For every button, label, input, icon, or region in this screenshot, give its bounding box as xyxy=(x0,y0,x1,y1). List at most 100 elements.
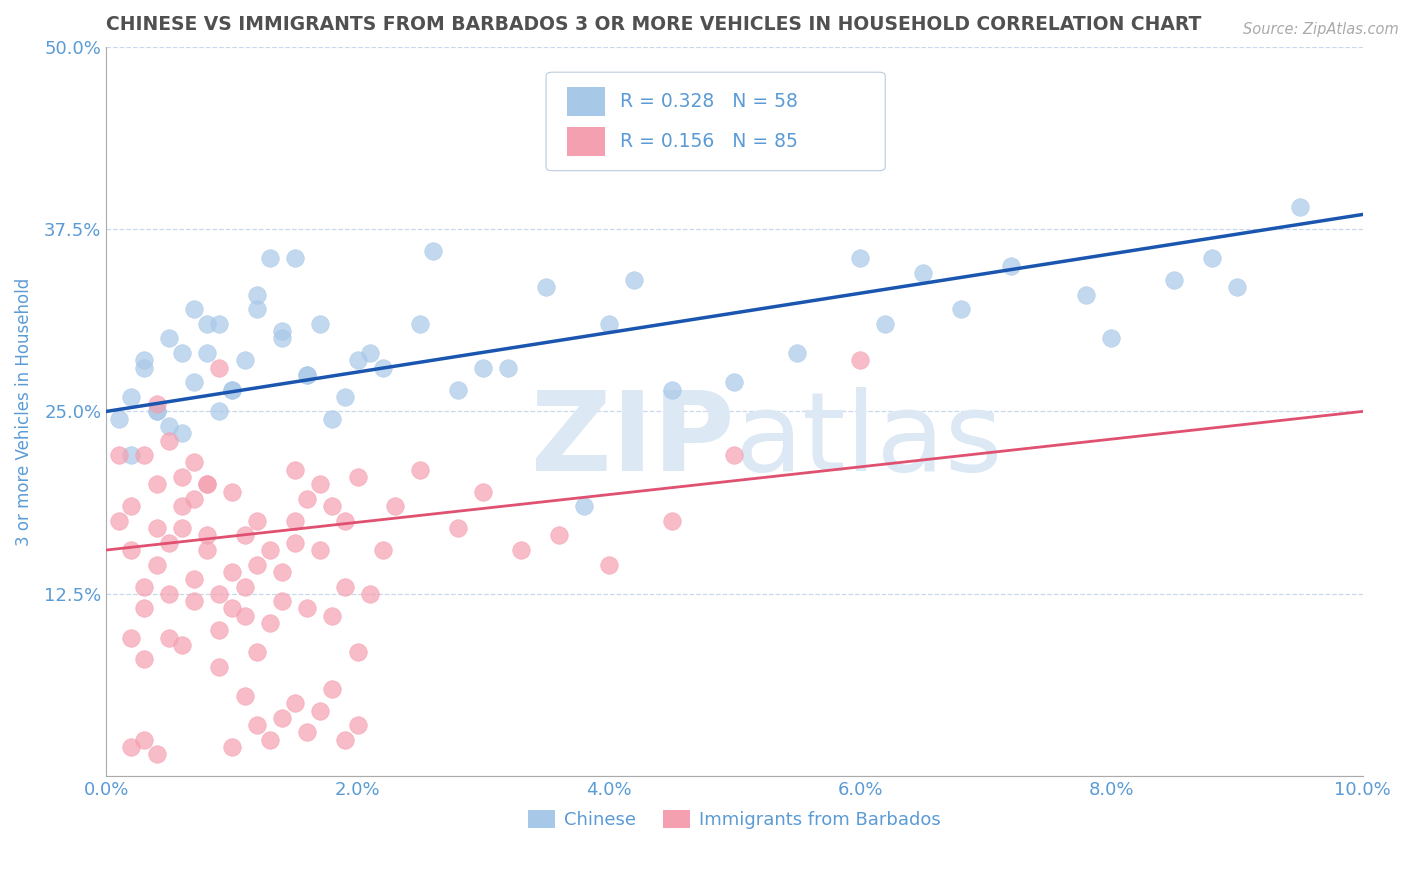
Point xyxy=(333,580,356,594)
Point xyxy=(259,543,281,558)
Point xyxy=(321,681,343,696)
Point xyxy=(699,127,721,141)
Point xyxy=(271,324,294,338)
FancyBboxPatch shape xyxy=(568,127,605,156)
Point xyxy=(271,711,294,725)
Point xyxy=(233,608,256,623)
Point xyxy=(333,732,356,747)
Point xyxy=(1099,331,1122,345)
Point xyxy=(208,624,231,638)
Point xyxy=(246,645,269,659)
Point xyxy=(157,419,180,434)
Point xyxy=(145,477,167,491)
Point xyxy=(284,535,307,549)
Point xyxy=(509,543,531,558)
Point xyxy=(1226,280,1249,294)
Point xyxy=(221,484,243,499)
Point xyxy=(208,360,231,375)
Point xyxy=(246,558,269,572)
Point xyxy=(1201,251,1223,265)
Point xyxy=(208,317,231,331)
Point xyxy=(183,572,205,586)
Point xyxy=(786,346,808,360)
Point xyxy=(346,645,368,659)
Point xyxy=(498,360,520,375)
Point xyxy=(183,302,205,317)
Point xyxy=(271,594,294,608)
Point xyxy=(233,528,256,542)
Point xyxy=(170,521,193,535)
Point xyxy=(183,376,205,390)
Point xyxy=(271,565,294,579)
Point xyxy=(297,368,319,382)
Point xyxy=(321,500,343,514)
Point xyxy=(208,404,231,418)
Point xyxy=(195,477,218,491)
Point xyxy=(108,448,131,462)
Point xyxy=(1163,273,1185,287)
Point xyxy=(170,470,193,484)
Point xyxy=(208,587,231,601)
Point xyxy=(309,477,332,491)
Point xyxy=(309,704,332,718)
Point xyxy=(121,739,143,754)
Point xyxy=(157,331,180,345)
Point xyxy=(472,360,495,375)
Point xyxy=(145,404,167,418)
Point xyxy=(132,652,155,666)
Point xyxy=(259,251,281,265)
Point xyxy=(145,521,167,535)
Point xyxy=(309,317,332,331)
Point xyxy=(723,448,745,462)
Point xyxy=(849,251,872,265)
Point xyxy=(170,500,193,514)
Point xyxy=(246,302,269,317)
Point xyxy=(121,500,143,514)
Point xyxy=(284,463,307,477)
Point xyxy=(534,280,557,294)
Point xyxy=(121,448,143,462)
Point xyxy=(233,353,256,368)
Point xyxy=(259,732,281,747)
Text: R = 0.328   N = 58: R = 0.328 N = 58 xyxy=(620,92,799,111)
Point xyxy=(297,491,319,506)
Point xyxy=(284,696,307,710)
Point xyxy=(132,448,155,462)
Point xyxy=(195,528,218,542)
Point xyxy=(121,631,143,645)
Point xyxy=(422,244,444,258)
Point xyxy=(195,317,218,331)
Point xyxy=(661,383,683,397)
Point xyxy=(195,477,218,491)
Point xyxy=(145,397,167,411)
Point xyxy=(359,587,381,601)
Point xyxy=(297,601,319,615)
Point xyxy=(108,411,131,425)
Point xyxy=(297,368,319,382)
Text: atlas: atlas xyxy=(734,387,1002,494)
Point xyxy=(108,514,131,528)
Point xyxy=(221,565,243,579)
Point xyxy=(284,514,307,528)
Point xyxy=(271,331,294,345)
Text: Source: ZipAtlas.com: Source: ZipAtlas.com xyxy=(1243,22,1399,37)
Point xyxy=(221,383,243,397)
Point xyxy=(246,514,269,528)
Text: ZIP: ZIP xyxy=(531,387,734,494)
Point xyxy=(1000,259,1022,273)
Point xyxy=(157,535,180,549)
Point xyxy=(157,631,180,645)
Point xyxy=(183,491,205,506)
Point xyxy=(157,587,180,601)
Point xyxy=(849,353,872,368)
Text: CHINESE VS IMMIGRANTS FROM BARBADOS 3 OR MORE VEHICLES IN HOUSEHOLD CORRELATION : CHINESE VS IMMIGRANTS FROM BARBADOS 3 OR… xyxy=(107,15,1202,34)
Point xyxy=(346,470,368,484)
Point xyxy=(246,718,269,732)
Point xyxy=(246,287,269,301)
Point xyxy=(132,353,155,368)
Point xyxy=(170,346,193,360)
Point xyxy=(572,500,595,514)
Legend: Chinese, Immigrants from Barbados: Chinese, Immigrants from Barbados xyxy=(520,803,948,837)
Point xyxy=(233,580,256,594)
Point xyxy=(195,543,218,558)
